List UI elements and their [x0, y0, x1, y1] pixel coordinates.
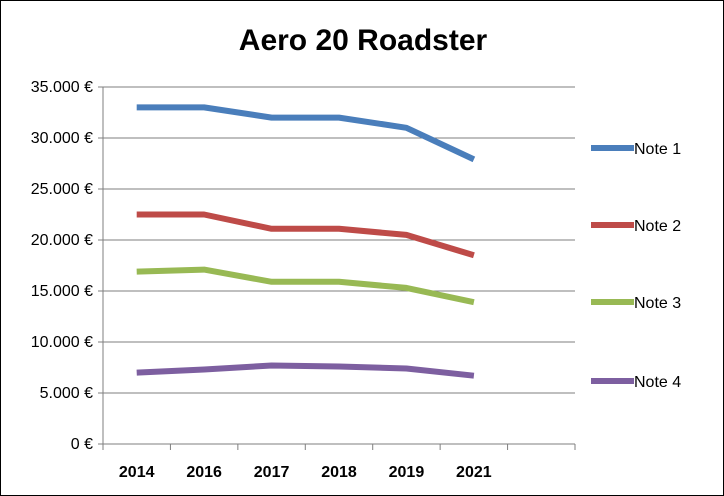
series-lines — [136, 104, 476, 379]
y-tick-label: 35.000 € — [31, 79, 93, 96]
x-tick-label-2019: 2019 — [389, 464, 425, 481]
y-tick-label: 20.000 € — [31, 232, 93, 249]
legend-label-note-3: Note 3 — [634, 295, 681, 312]
y-tick-label: 15.000 € — [31, 283, 93, 300]
legend-label-note-4: Note 4 — [634, 374, 681, 391]
chart-title: Aero 20 Roadster — [239, 24, 488, 57]
y-tick-label: 30.000 € — [31, 130, 93, 147]
series-line-note-4 — [136, 362, 475, 379]
legend: Note 1 Note 2 Note 3 Note 4 — [591, 141, 681, 391]
legend-label-note-2: Note 2 — [634, 218, 681, 235]
x-tick-label-2016: 2016 — [186, 464, 222, 481]
series-line-note-3 — [136, 266, 475, 306]
y-tick-label: 5.000 € — [40, 385, 93, 402]
series-line-note-2 — [136, 211, 475, 259]
gridlines — [103, 86, 575, 394]
x-tick-label-2017: 2017 — [254, 464, 290, 481]
x-tick-label-2021: 2021 — [456, 464, 492, 481]
x-tick-label-2014: 2014 — [119, 464, 155, 481]
axes: 0 € 5.000 € 10.000 € 15.000 € 20.000 € 25.000… — [31, 79, 576, 481]
series-line-note-1 — [136, 104, 476, 163]
legend-label-note-1: Note 1 — [634, 141, 681, 158]
y-tick-label: 10.000 € — [31, 334, 93, 351]
y-tick-label: 0 € — [71, 436, 93, 453]
y-tick-label: 25.000 € — [31, 181, 93, 198]
x-tick-label-2018: 2018 — [321, 464, 357, 481]
